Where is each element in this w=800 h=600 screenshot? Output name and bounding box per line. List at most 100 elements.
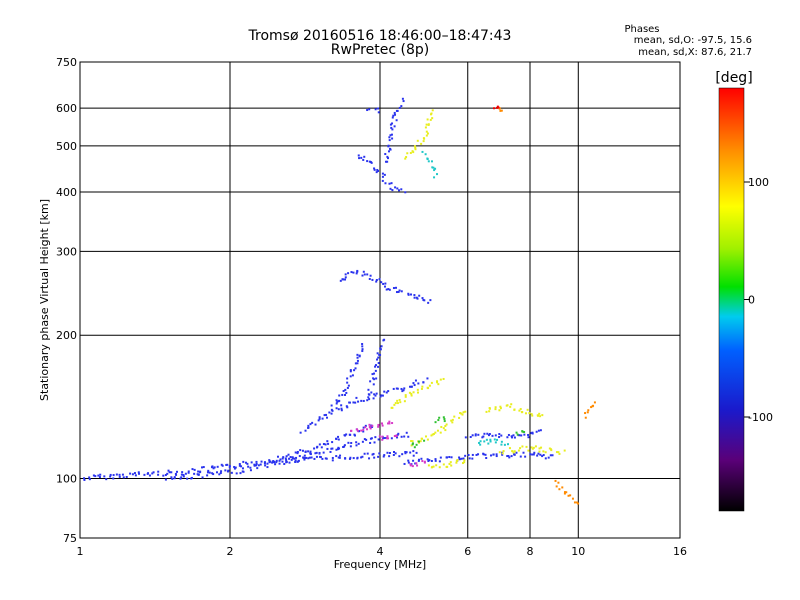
echo-point bbox=[201, 466, 204, 469]
echo-point bbox=[303, 458, 306, 461]
echo-point bbox=[385, 391, 388, 394]
echo-point bbox=[179, 477, 182, 480]
echo-point bbox=[387, 288, 390, 291]
echo-point bbox=[318, 443, 321, 446]
echo-point bbox=[396, 399, 399, 402]
echo-point bbox=[488, 433, 491, 436]
echo-point bbox=[239, 472, 242, 475]
echo-point bbox=[388, 451, 391, 454]
echo-point bbox=[355, 428, 358, 431]
echo-point bbox=[511, 450, 514, 453]
echo-point bbox=[394, 113, 397, 116]
echo-point bbox=[376, 352, 379, 355]
echo-point bbox=[488, 410, 491, 413]
echo-point bbox=[391, 122, 394, 125]
echo-point bbox=[352, 401, 355, 404]
echo-point bbox=[523, 433, 526, 436]
echo-point bbox=[335, 448, 338, 451]
echo-point bbox=[412, 382, 415, 385]
echo-point bbox=[133, 472, 136, 475]
echo-point bbox=[373, 393, 376, 396]
echo-point bbox=[493, 438, 496, 441]
echo-point bbox=[282, 456, 285, 459]
echo-point bbox=[357, 442, 360, 445]
echo-point bbox=[459, 412, 462, 415]
echo-point bbox=[438, 460, 441, 463]
echo-point bbox=[561, 486, 564, 489]
echo-point bbox=[524, 455, 527, 458]
echo-point bbox=[401, 390, 404, 393]
echo-point bbox=[421, 385, 424, 388]
echo-point bbox=[288, 457, 291, 460]
echo-point bbox=[368, 457, 371, 460]
echo-point bbox=[418, 441, 421, 444]
echo-point bbox=[378, 435, 381, 438]
echo-point bbox=[464, 454, 467, 457]
echo-point bbox=[293, 457, 296, 460]
echo-point bbox=[202, 466, 205, 469]
echo-points bbox=[83, 97, 596, 505]
echo-point bbox=[374, 436, 377, 439]
echo-point bbox=[361, 348, 364, 351]
echo-point bbox=[321, 417, 324, 420]
echo-point bbox=[349, 369, 352, 372]
echo-point bbox=[591, 405, 594, 408]
echo-point bbox=[184, 472, 187, 475]
echo-point bbox=[336, 400, 339, 403]
echo-point bbox=[423, 439, 426, 442]
echo-point bbox=[296, 450, 299, 453]
echo-point bbox=[429, 118, 432, 121]
echo-point bbox=[356, 457, 359, 460]
echo-point bbox=[187, 471, 190, 474]
echo-point bbox=[250, 461, 253, 464]
echo-point bbox=[88, 476, 91, 479]
echo-point bbox=[528, 412, 531, 415]
echo-point bbox=[458, 416, 461, 419]
echo-point bbox=[295, 456, 298, 459]
echo-point bbox=[384, 182, 387, 185]
echo-point bbox=[220, 470, 223, 473]
echo-point bbox=[305, 456, 308, 459]
echo-point bbox=[522, 451, 525, 454]
echo-point bbox=[381, 175, 384, 178]
echo-point bbox=[417, 391, 420, 394]
echo-point bbox=[460, 457, 463, 460]
echo-point bbox=[373, 456, 376, 459]
echo-point bbox=[513, 436, 516, 439]
echo-point bbox=[175, 473, 178, 476]
echo-point bbox=[238, 463, 241, 466]
echo-point bbox=[524, 412, 527, 415]
echo-point bbox=[380, 394, 383, 397]
echo-point bbox=[226, 470, 229, 473]
echo-point bbox=[352, 457, 355, 460]
echo-point bbox=[409, 151, 412, 154]
echo-point bbox=[395, 291, 398, 294]
echo-point bbox=[444, 425, 447, 428]
echo-point bbox=[157, 470, 160, 473]
echo-point bbox=[407, 459, 410, 462]
echo-point bbox=[134, 474, 137, 477]
echo-point bbox=[273, 461, 276, 464]
echo-point bbox=[264, 464, 267, 467]
echo-point bbox=[173, 476, 176, 479]
echo-point bbox=[422, 137, 425, 140]
echo-point bbox=[360, 429, 363, 432]
echo-point bbox=[555, 485, 558, 488]
echo-point bbox=[481, 436, 484, 439]
echo-point bbox=[389, 123, 392, 126]
echo-point bbox=[555, 451, 558, 454]
echo-point bbox=[414, 148, 417, 151]
echo-point bbox=[462, 457, 465, 460]
echo-point bbox=[226, 463, 229, 466]
echo-point bbox=[115, 473, 118, 476]
echo-point bbox=[381, 435, 384, 438]
x-tick-labels: 1 2 4 6 8 10 16 bbox=[77, 545, 688, 558]
echo-point bbox=[393, 403, 396, 406]
echo-point bbox=[392, 451, 395, 454]
echo-point bbox=[346, 381, 349, 384]
echo-point bbox=[409, 451, 412, 454]
echo-point bbox=[315, 455, 318, 458]
echo-point bbox=[486, 432, 489, 435]
echo-point bbox=[83, 478, 86, 481]
echo-point bbox=[532, 446, 535, 449]
